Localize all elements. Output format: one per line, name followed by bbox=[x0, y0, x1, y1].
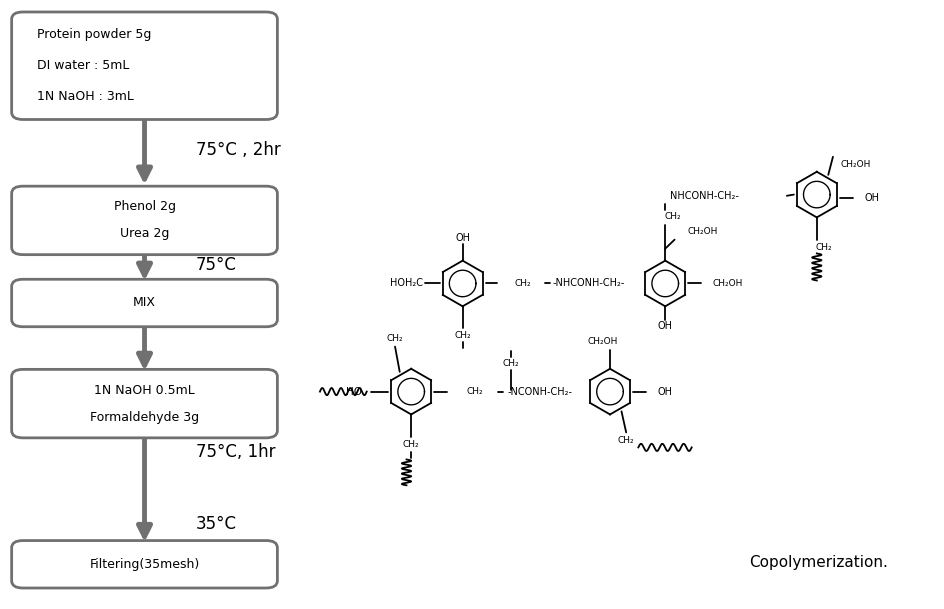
Text: 75°C, 1hr: 75°C, 1hr bbox=[196, 443, 276, 460]
Text: CH₂: CH₂ bbox=[665, 213, 681, 221]
Text: CH₂: CH₂ bbox=[816, 243, 833, 252]
Text: DI water : 5mL: DI water : 5mL bbox=[37, 59, 129, 72]
FancyBboxPatch shape bbox=[11, 370, 278, 438]
FancyBboxPatch shape bbox=[11, 186, 278, 255]
Text: NHCONH-CH₂-: NHCONH-CH₂- bbox=[670, 191, 739, 201]
Text: Formaldehyde 3g: Formaldehyde 3g bbox=[90, 410, 199, 424]
FancyBboxPatch shape bbox=[11, 12, 278, 119]
Text: Filtering(35mesh): Filtering(35mesh) bbox=[90, 558, 199, 571]
Text: HO: HO bbox=[346, 387, 362, 396]
Text: 1N NaOH 0.5mL: 1N NaOH 0.5mL bbox=[94, 384, 194, 396]
Text: CH₂: CH₂ bbox=[502, 359, 519, 368]
Text: HOH₂C: HOH₂C bbox=[390, 278, 423, 289]
Text: CH₂: CH₂ bbox=[618, 435, 634, 445]
Text: CH₂: CH₂ bbox=[467, 387, 483, 396]
FancyBboxPatch shape bbox=[11, 541, 278, 588]
Text: OH: OH bbox=[864, 192, 879, 203]
Text: CH₂: CH₂ bbox=[514, 279, 531, 288]
FancyBboxPatch shape bbox=[11, 280, 278, 326]
Text: OH: OH bbox=[455, 233, 470, 243]
Text: CH₂OH: CH₂OH bbox=[687, 227, 717, 236]
Text: CH₂: CH₂ bbox=[403, 440, 419, 449]
Text: -NHCONH-CH₂-: -NHCONH-CH₂- bbox=[553, 278, 625, 289]
Text: CH₂: CH₂ bbox=[454, 331, 471, 340]
Text: 1N NaOH : 3mL: 1N NaOH : 3mL bbox=[37, 90, 134, 104]
Text: MIX: MIX bbox=[133, 297, 156, 309]
Text: 75°C , 2hr: 75°C , 2hr bbox=[196, 141, 280, 159]
Text: CH₂OH: CH₂OH bbox=[841, 160, 871, 169]
Text: CH₂OH: CH₂OH bbox=[587, 337, 617, 347]
Text: Urea 2g: Urea 2g bbox=[120, 227, 169, 241]
Text: OH: OH bbox=[657, 387, 672, 396]
Text: Phenol 2g: Phenol 2g bbox=[113, 200, 176, 213]
Text: CH₂: CH₂ bbox=[387, 334, 403, 343]
Text: Protein powder 5g: Protein powder 5g bbox=[37, 28, 151, 41]
Text: 75°C: 75°C bbox=[196, 256, 237, 275]
Text: 35°C: 35°C bbox=[196, 515, 237, 533]
Text: Copolymerization.: Copolymerization. bbox=[749, 555, 887, 570]
Text: CH₂OH: CH₂OH bbox=[713, 279, 743, 288]
Text: -NCONH-CH₂-: -NCONH-CH₂- bbox=[507, 387, 572, 396]
Text: OH: OH bbox=[658, 320, 673, 331]
